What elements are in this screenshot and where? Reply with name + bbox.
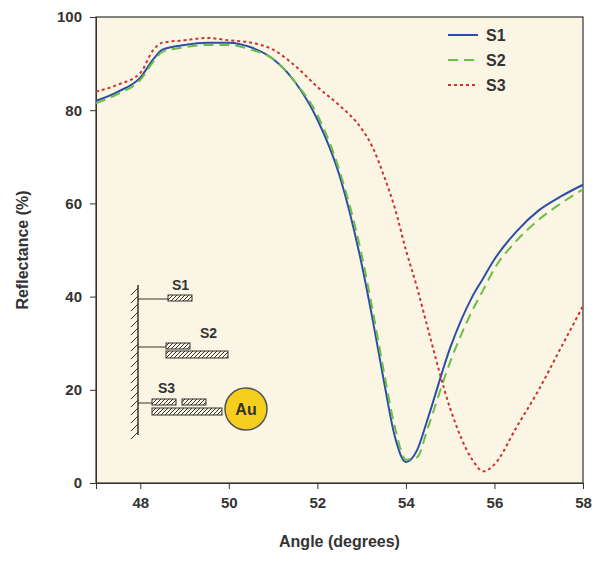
y-axis-line: [90, 18, 97, 484]
y-tick-label: 40: [65, 288, 82, 305]
x-tick-label: 58: [575, 494, 592, 511]
inset-wall-hatch: [131, 408, 138, 415]
inset-label: S1: [172, 277, 189, 293]
x-tick: 52: [310, 483, 327, 511]
y-tick-label: 60: [65, 195, 82, 212]
legend-swatch: [448, 34, 478, 36]
x-tick: 48: [132, 483, 149, 511]
y-tick: 20: [65, 381, 96, 398]
gold-nanoparticle: [225, 388, 267, 430]
lines: [96, 38, 583, 471]
y-tick: 60: [65, 195, 96, 212]
inset: S1 S2 S3 Au: [131, 277, 267, 439]
inset-link: [138, 299, 168, 300]
inset-wall-hatch: [131, 368, 138, 375]
inset-label: S3: [158, 380, 175, 396]
inset-wall-hatch: [131, 416, 138, 423]
series-line: [96, 43, 583, 462]
inset-link: [138, 403, 152, 404]
plot-frame: [96, 17, 583, 483]
y-tick: 40: [65, 288, 96, 305]
inset-wall-hatch: [131, 384, 138, 391]
plot-background: [96, 17, 583, 483]
x-tick-mark: [583, 483, 584, 489]
x-axis: 48 50 52 54 56 58: [97, 483, 592, 511]
inset-wall-hatch: [131, 320, 138, 327]
inset-wall-hatch: [131, 432, 138, 439]
inset-label: S2: [200, 325, 217, 341]
legend-label: S1: [486, 27, 506, 44]
inset-layer: [166, 343, 190, 349]
inset-wall-hatch: [131, 336, 138, 343]
x-tick-label: 48: [132, 494, 149, 511]
inset-layer: [166, 351, 228, 358]
y-tick-label: 0: [74, 474, 82, 491]
inset-layer: [168, 295, 192, 301]
x-tick-mark: [140, 483, 141, 489]
y-tick-mark: [90, 17, 96, 18]
x-tick-label: 54: [398, 494, 415, 511]
inset-wall-hatch: [131, 360, 138, 367]
legend-swatch: [448, 84, 478, 86]
y-tick: 0: [74, 474, 96, 491]
inset-wall-hatch: [131, 296, 138, 303]
x-tick: 50: [221, 483, 238, 511]
inset-wall-hatch: [131, 344, 138, 351]
y-tick-label: 100: [57, 8, 82, 25]
y-axis: 0 20 40 60 80 100: [57, 8, 97, 491]
inset-wall-hatch: [131, 304, 138, 311]
inset-wall-hatch: [131, 400, 138, 407]
inset-link: [138, 347, 166, 348]
inset-wall-hatch: [131, 288, 138, 295]
x-tick: 56: [487, 483, 504, 511]
inset-layer: [152, 408, 222, 415]
legend-swatch: [448, 59, 478, 61]
x-tick-mark: [494, 483, 495, 489]
y-tick-mark: [90, 297, 96, 298]
x-tick-mark: [406, 483, 407, 489]
y-tick: 80: [65, 102, 96, 119]
y-axis-title: Reflectance (%): [14, 190, 31, 309]
x-tick: 58: [575, 483, 592, 511]
x-tick-label: 52: [310, 494, 327, 511]
series-line: [96, 45, 583, 460]
x-tick-label: 50: [221, 494, 238, 511]
x-tick-mark: [229, 483, 230, 489]
legend-label: S2: [486, 52, 506, 69]
x-tick-label: 56: [487, 494, 504, 511]
y-tick-label: 80: [65, 102, 82, 119]
inset-wall-hatch: [131, 392, 138, 399]
plot: 48 50 52 54 56 58 0 20 40 60 80 100: [57, 8, 592, 510]
x-axis-line: [97, 484, 584, 490]
inset-label: Au: [235, 401, 256, 418]
y-tick-mark: [90, 110, 96, 111]
x-tick: 54: [398, 483, 415, 511]
legend: S1 S2 S3: [448, 27, 506, 94]
inset-wall-hatch: [131, 328, 138, 335]
inset-wall-hatch: [131, 352, 138, 359]
chart: 48 50 52 54 56 58 0 20 40 60 80 100 Angle (degrees) R…: [0, 0, 601, 569]
y-tick-label: 20: [65, 381, 82, 398]
inset-layer: [182, 399, 206, 405]
y-tick-mark: [90, 390, 96, 391]
y-tick-mark: [90, 483, 96, 484]
inset-wall-hatch: [131, 424, 138, 431]
x-axis-title: Angle (degrees): [279, 533, 400, 550]
inset-wall-hatch: [131, 376, 138, 383]
inset-wall-hatch: [131, 312, 138, 319]
y-tick-mark: [90, 203, 96, 204]
x-tick-mark: [317, 483, 318, 489]
series-line: [96, 38, 583, 471]
inset-layer: [152, 399, 176, 405]
legend-label: S3: [486, 77, 506, 94]
y-tick: 100: [57, 8, 96, 25]
